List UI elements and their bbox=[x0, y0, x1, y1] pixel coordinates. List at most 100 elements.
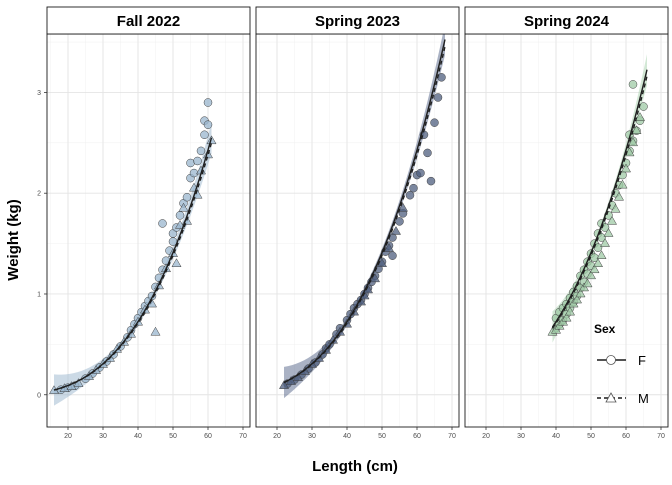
confidence-ribbon bbox=[54, 122, 212, 406]
y-axis-title: Weight (kg) bbox=[5, 199, 22, 280]
data-point-m bbox=[634, 112, 646, 121]
data-point-m bbox=[596, 250, 607, 259]
x-tick-label: 30 bbox=[308, 433, 316, 440]
data-point-m bbox=[620, 163, 632, 173]
y-tick-label: 1 bbox=[37, 291, 41, 298]
panels-group: Fall 2022 20 30 40 50 60 70 0 1 2 3 Spring 2023 20 30… bbox=[37, 6, 669, 440]
data-point-m bbox=[150, 326, 161, 336]
data-point-m bbox=[397, 202, 409, 212]
data-point-f bbox=[200, 130, 209, 140]
data-point-m bbox=[599, 238, 611, 247]
x-tick-label: 70 bbox=[239, 433, 247, 440]
y-tick-label: 0 bbox=[37, 392, 41, 399]
data-point-f bbox=[433, 93, 443, 102]
panel-3: Spring 2024 20 30 40 50 60 70 bbox=[464, 6, 669, 440]
data-point-f bbox=[193, 156, 202, 166]
data-point-f bbox=[158, 219, 167, 228]
legend-label-f: F bbox=[638, 353, 646, 368]
x-tick-label: 50 bbox=[378, 433, 386, 440]
x-tick-label: 70 bbox=[657, 433, 665, 440]
data-point-m bbox=[178, 202, 189, 212]
data-point-f bbox=[388, 251, 397, 260]
y-tick-label: 3 bbox=[37, 90, 41, 97]
data-point-m bbox=[369, 273, 381, 283]
data-point-f bbox=[175, 211, 185, 220]
data-point-f bbox=[395, 217, 404, 226]
fit-line-m bbox=[53, 142, 213, 391]
data-point-f bbox=[628, 80, 638, 89]
data-point-f bbox=[416, 168, 425, 178]
panel-2: Spring 2023 20 30 40 50 60 70 bbox=[255, 6, 460, 440]
legend: Sex F M bbox=[594, 322, 649, 406]
strip-label: Spring 2023 bbox=[315, 13, 400, 30]
data-point-f bbox=[430, 118, 439, 127]
y-tick-label: 2 bbox=[37, 191, 41, 198]
x-axis-title: Length (cm) bbox=[312, 458, 398, 475]
fit-line-f bbox=[283, 39, 446, 384]
data-point-f bbox=[423, 148, 432, 158]
data-point-m bbox=[390, 226, 402, 235]
x-tick-label: 40 bbox=[343, 433, 351, 440]
data-point-m bbox=[613, 191, 625, 201]
data-point-m bbox=[561, 312, 572, 322]
x-tick-label: 30 bbox=[99, 433, 107, 440]
x-tick-label: 20 bbox=[482, 433, 490, 440]
x-tick-label: 30 bbox=[517, 433, 525, 440]
data-point-m bbox=[575, 288, 586, 298]
strip-label: Fall 2022 bbox=[117, 13, 180, 30]
data-point-m bbox=[592, 258, 604, 268]
data-point-f bbox=[593, 243, 603, 252]
fit-line-f bbox=[551, 69, 648, 328]
data-point-m bbox=[631, 125, 642, 134]
data-point-f bbox=[405, 190, 415, 200]
data-point-m bbox=[606, 215, 618, 225]
data-point-f bbox=[426, 176, 436, 186]
x-tick-label: 50 bbox=[587, 433, 595, 440]
fit-line-m bbox=[283, 46, 446, 384]
data-point-f bbox=[409, 183, 418, 193]
x-tick-label: 40 bbox=[134, 433, 142, 440]
panel-1: Fall 2022 20 30 40 50 60 70 0 1 2 3 bbox=[37, 6, 251, 440]
legend-key-f bbox=[606, 355, 616, 365]
x-tick-label: 60 bbox=[413, 433, 421, 440]
data-point-f bbox=[196, 146, 206, 156]
data-point-f bbox=[639, 102, 648, 111]
legend-key-m bbox=[605, 392, 617, 403]
data-point-m bbox=[376, 258, 388, 268]
strip-background bbox=[46, 6, 251, 35]
strip-label: Spring 2024 bbox=[524, 13, 610, 30]
data-point-f bbox=[203, 120, 213, 129]
legend-label-m: M bbox=[638, 391, 649, 406]
data-point-f bbox=[203, 98, 213, 107]
panel-background bbox=[256, 34, 459, 427]
data-point-m bbox=[610, 203, 621, 213]
x-tick-label: 50 bbox=[169, 433, 177, 440]
data-point-m bbox=[617, 179, 628, 189]
data-point-f bbox=[182, 192, 192, 202]
data-point-m bbox=[564, 306, 576, 316]
strip-background bbox=[255, 6, 460, 35]
data-point-m bbox=[171, 258, 182, 268]
data-point-f bbox=[186, 158, 195, 168]
data-point-m bbox=[585, 270, 597, 280]
fit-line-m bbox=[551, 76, 648, 329]
data-point-m bbox=[192, 189, 203, 199]
x-tick-label: 70 bbox=[448, 433, 456, 440]
x-tick-label: 40 bbox=[552, 433, 560, 440]
data-point-m bbox=[589, 264, 600, 274]
x-tick-label: 60 bbox=[622, 433, 630, 440]
legend-title: Sex bbox=[594, 322, 616, 336]
data-point-m bbox=[383, 243, 395, 252]
strip-background bbox=[464, 6, 669, 35]
data-point-m bbox=[603, 228, 614, 237]
data-point-m bbox=[627, 137, 639, 147]
data-point-m bbox=[571, 294, 583, 304]
x-tick-label: 20 bbox=[273, 433, 281, 440]
panel-background bbox=[47, 34, 250, 427]
data-point-m bbox=[582, 278, 593, 288]
x-tick-label: 60 bbox=[204, 433, 212, 440]
x-tick-label: 20 bbox=[64, 433, 72, 440]
panel-background bbox=[465, 34, 668, 427]
